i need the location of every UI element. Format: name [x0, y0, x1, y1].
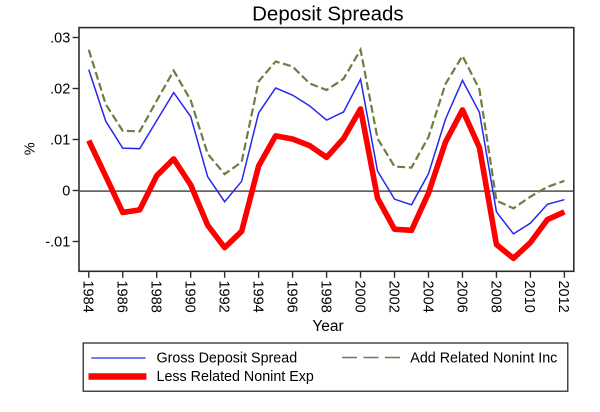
- svg-text:%: %: [23, 142, 39, 155]
- svg-text:.01: .01: [50, 133, 70, 149]
- svg-text:Add Related Nonint Inc: Add Related Nonint Inc: [410, 350, 557, 366]
- svg-text:2000: 2000: [351, 281, 367, 313]
- svg-text:2004: 2004: [419, 281, 435, 313]
- svg-text:1986: 1986: [114, 281, 130, 313]
- svg-text:1990: 1990: [181, 281, 197, 313]
- svg-text:Gross Deposit Spread: Gross Deposit Spread: [157, 350, 298, 366]
- svg-text:-.01: -.01: [45, 235, 70, 251]
- svg-text:2002: 2002: [385, 281, 401, 313]
- svg-text:1996: 1996: [283, 281, 299, 313]
- svg-text:.03: .03: [50, 31, 70, 47]
- svg-text:2008: 2008: [487, 281, 503, 313]
- svg-text:.02: .02: [50, 82, 70, 98]
- svg-text:0: 0: [62, 184, 70, 200]
- svg-text:2012: 2012: [555, 281, 571, 313]
- svg-text:1994: 1994: [249, 281, 265, 313]
- svg-text:2006: 2006: [453, 281, 469, 313]
- svg-text:1998: 1998: [317, 281, 333, 313]
- svg-text:Deposit Spreads: Deposit Spreads: [252, 2, 404, 25]
- svg-text:1992: 1992: [215, 281, 231, 313]
- svg-text:Year: Year: [312, 318, 343, 335]
- svg-text:2010: 2010: [521, 281, 537, 313]
- svg-text:1988: 1988: [148, 281, 164, 313]
- svg-text:1984: 1984: [80, 281, 96, 313]
- svg-text:Less Related Nonint Exp: Less Related Nonint Exp: [157, 369, 314, 385]
